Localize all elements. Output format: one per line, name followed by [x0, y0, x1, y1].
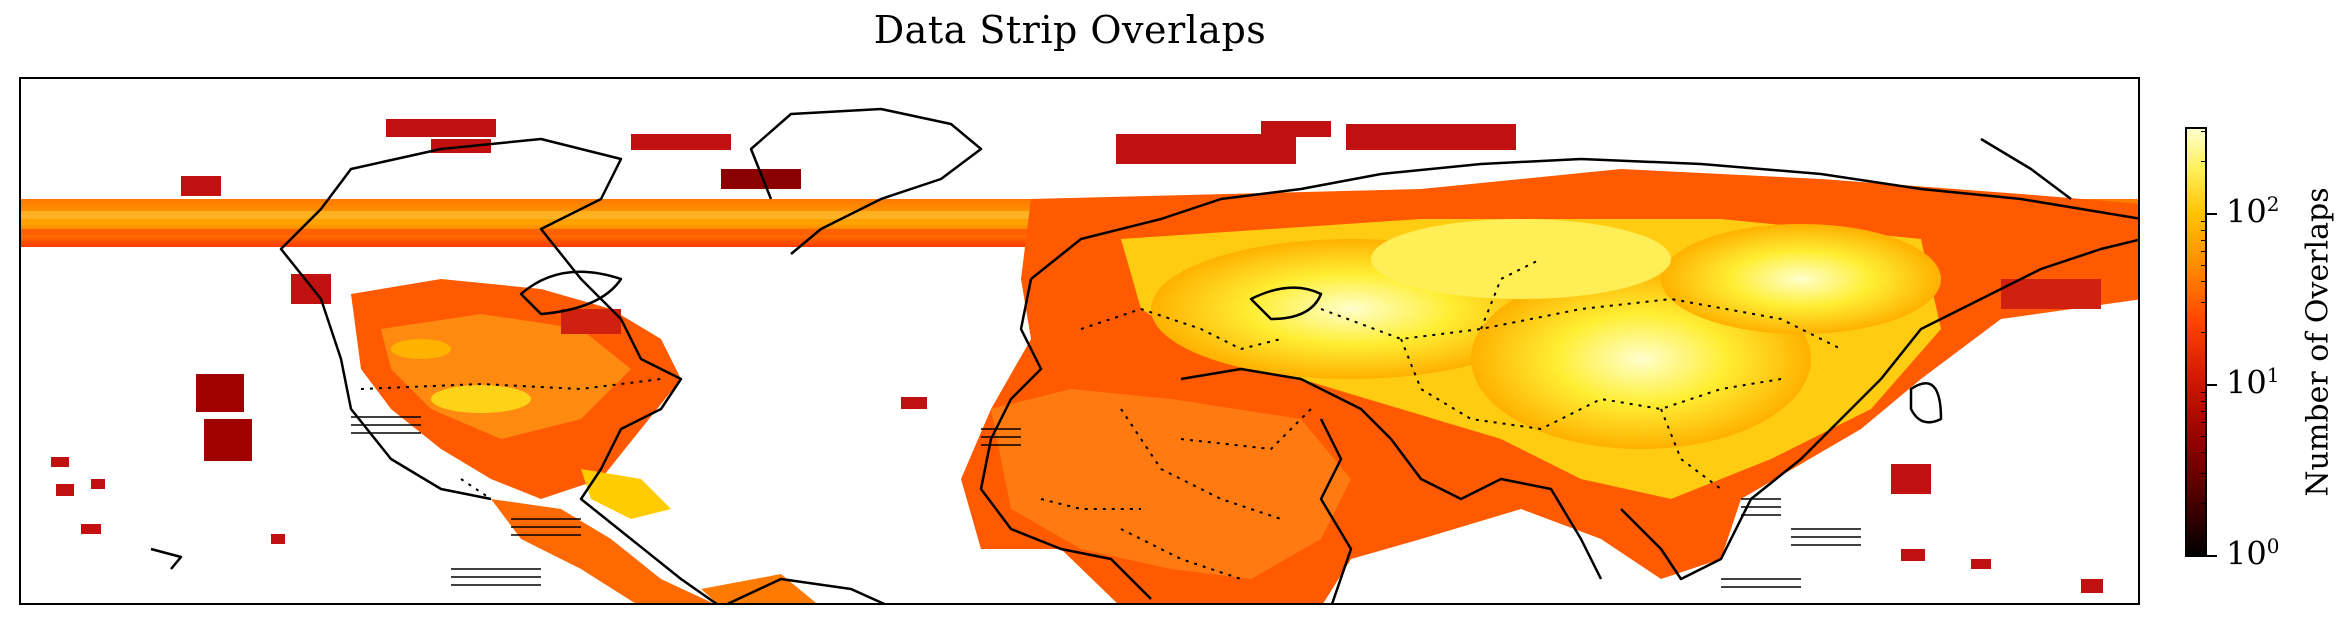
colorbar-tick-100 [2207, 213, 2217, 215]
country-borders [360, 258, 1842, 580]
north-america-coverage [181, 176, 681, 499]
pacific-coverage [51, 374, 285, 544]
colorbar-label-100: 102 [2226, 192, 2280, 231]
colorbar-label-10: 101 [2226, 363, 2280, 402]
colorbar-title: Number of Overlaps [2300, 187, 2336, 497]
colorbar [2185, 127, 2207, 557]
world-map [19, 77, 2140, 605]
map-canvas [21, 107, 2138, 603]
colorbar-tick-10 [2207, 384, 2217, 386]
arctic-coverage [386, 119, 1516, 189]
colorbar-tick-1 [2207, 555, 2217, 557]
colorbar-label-1: 100 [2226, 534, 2280, 573]
coastlines [150, 107, 2138, 603]
map-title: Data Strip Overlaps [873, 8, 1267, 52]
eurasia-africa-coverage [901, 169, 2138, 603]
